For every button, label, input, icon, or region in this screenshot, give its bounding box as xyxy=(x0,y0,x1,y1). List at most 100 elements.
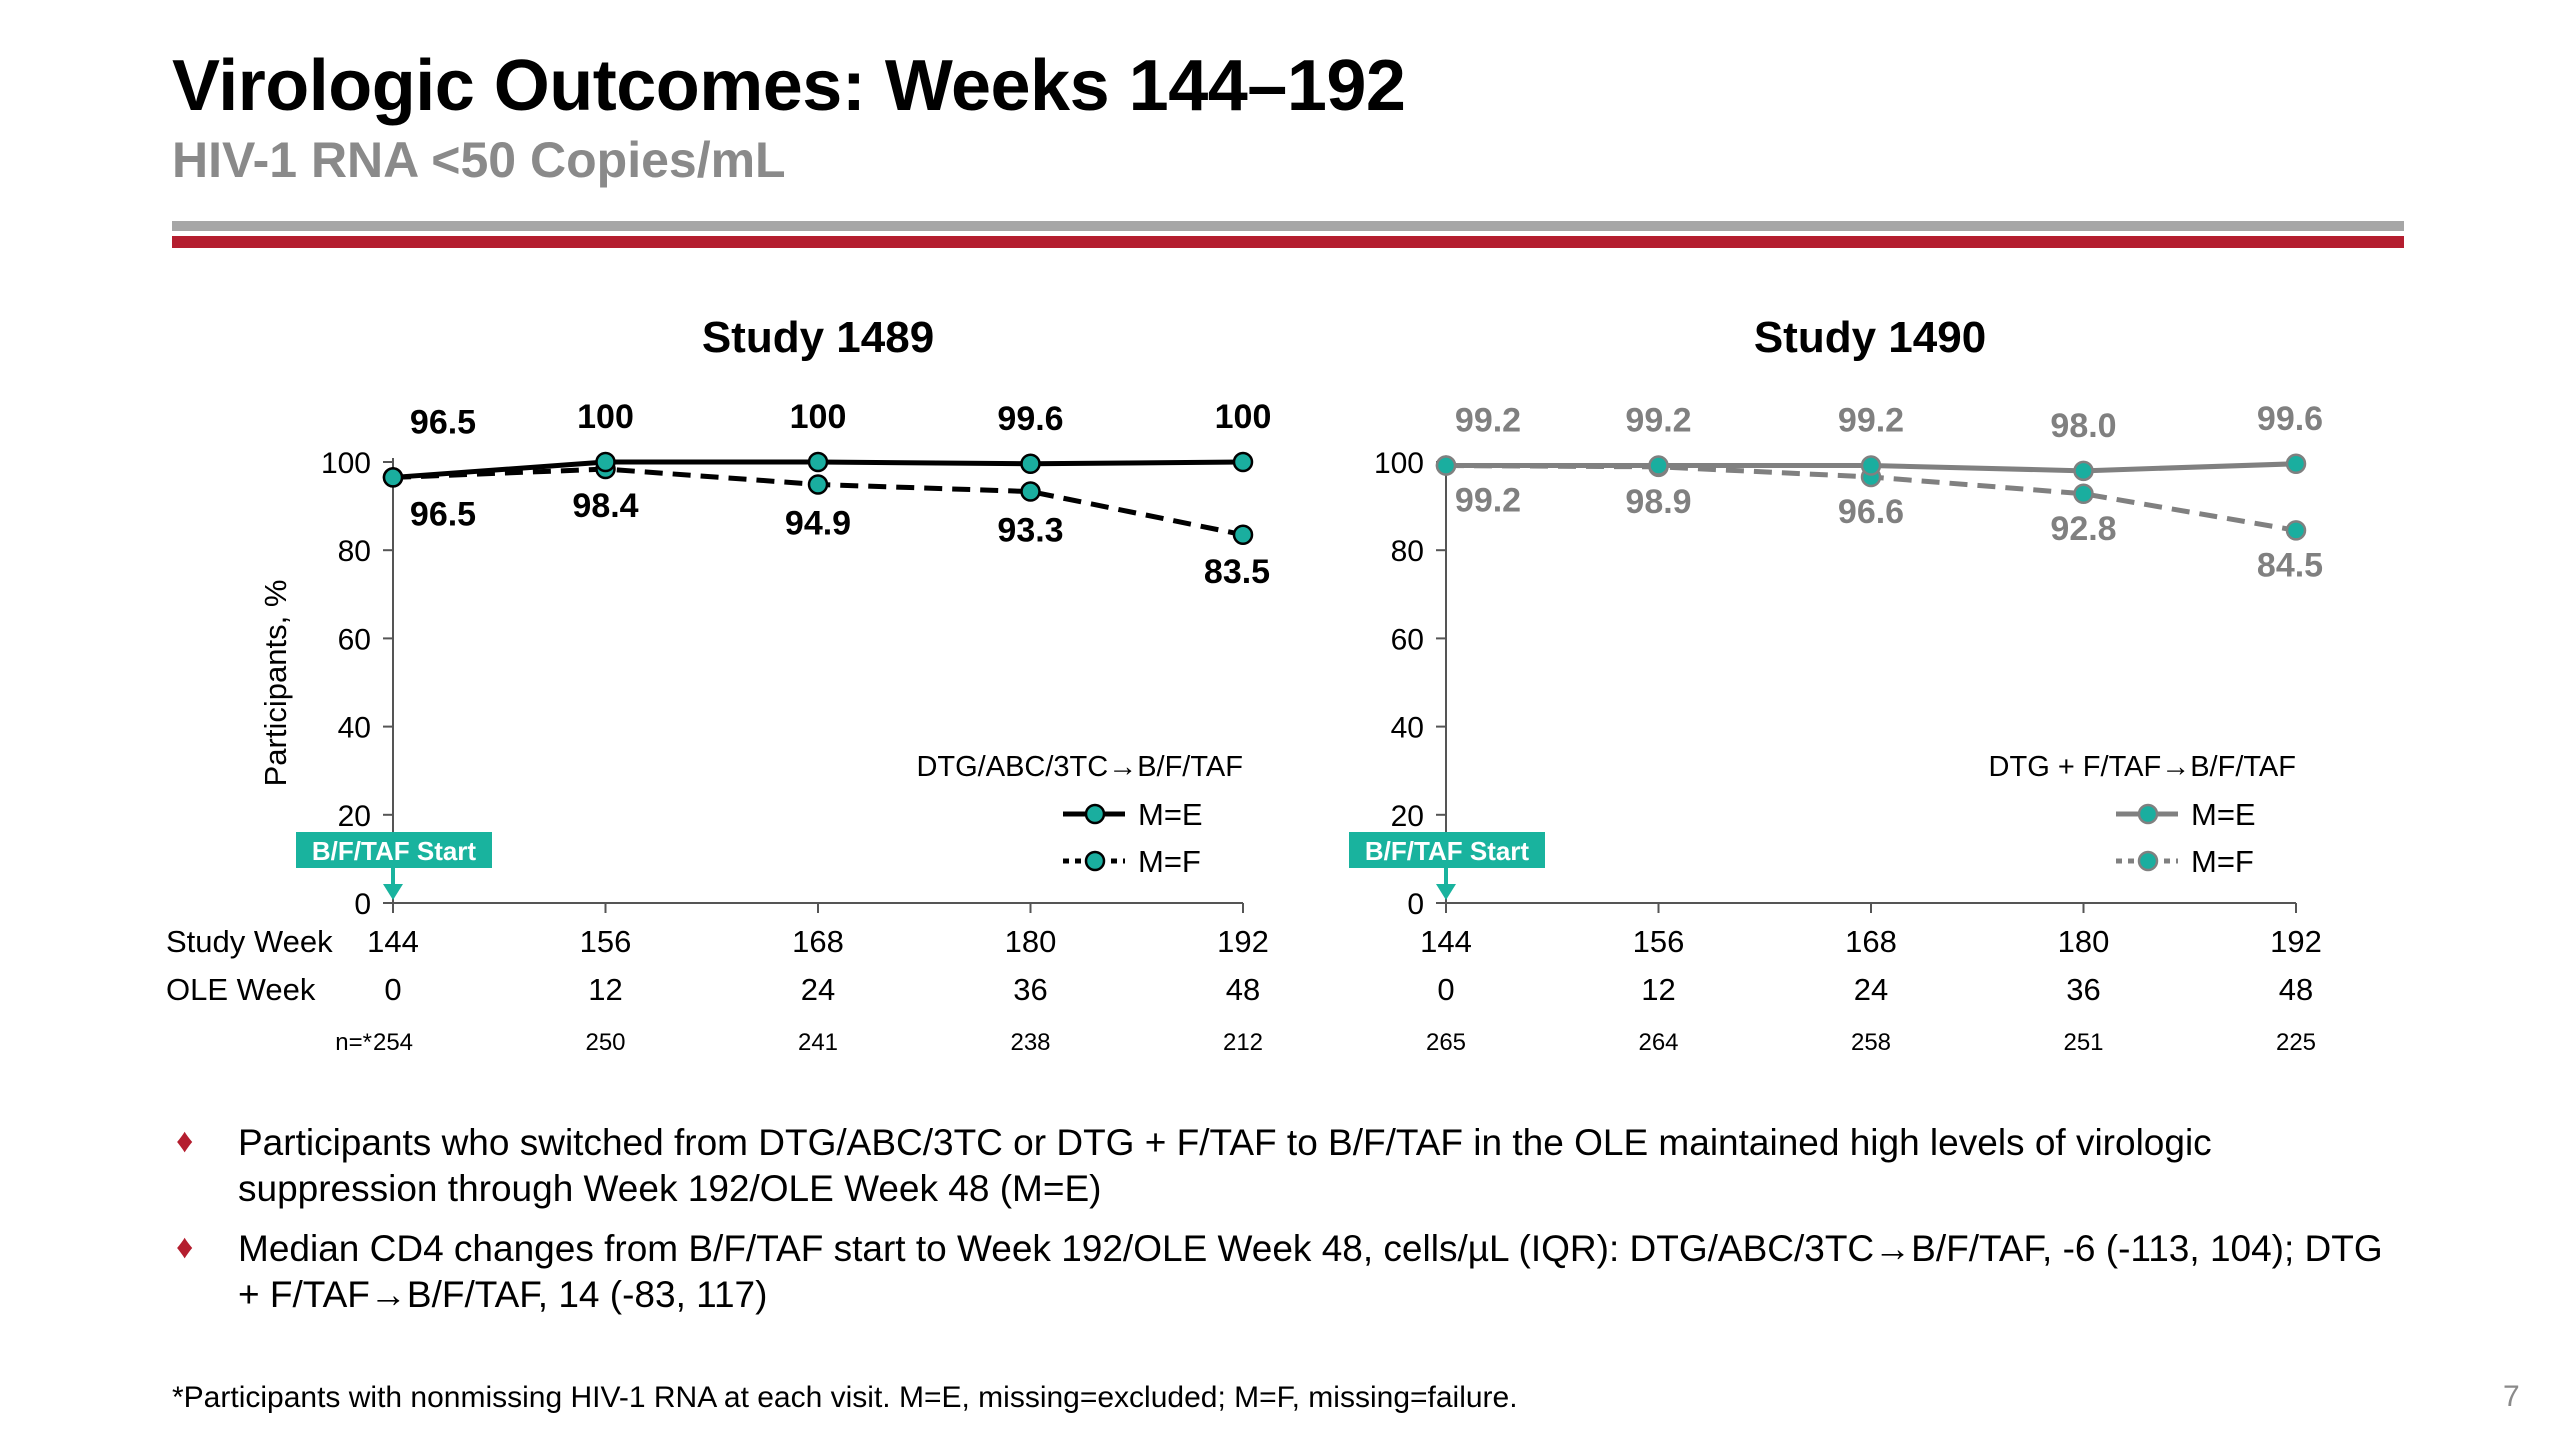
y-tick-label: 20 xyxy=(1391,800,1424,833)
legend-entry: M=F xyxy=(2191,844,2254,879)
n-value-label: 241 xyxy=(798,1029,838,1056)
data-label-m-f: 92.8 xyxy=(2050,510,2116,548)
x-tick-label-ole-week: 12 xyxy=(588,972,622,1007)
data-point-m-f xyxy=(807,474,829,495)
header-rule-red xyxy=(172,236,2404,248)
bftaf-start-label: B/F/TAF Start xyxy=(1365,836,1530,866)
data-label-m-f: 93.3 xyxy=(997,512,1063,550)
page-number: 7 xyxy=(2503,1380,2520,1413)
data-label-m-e: 100 xyxy=(1215,398,1272,436)
data-point-m-f xyxy=(2073,483,2094,505)
data-point-m-e xyxy=(2073,460,2094,482)
x-tick-label-study-week: 156 xyxy=(1633,924,1685,959)
row-label-n: n=* xyxy=(335,1029,372,1056)
data-label-m-f: 96.6 xyxy=(1838,493,1904,531)
bullet-text: Median CD4 changes from B/F/TAF start to… xyxy=(238,1228,2383,1315)
n-value-label: 212 xyxy=(1223,1029,1263,1056)
x-tick-label-study-week: 168 xyxy=(792,924,844,959)
charts-area: Study 1489020406080100144025415612250168… xyxy=(166,313,2323,1056)
x-tick-label-ole-week: 0 xyxy=(384,972,401,1007)
row-label-ole-week: OLE Week xyxy=(166,972,316,1007)
x-tick-label-ole-week: 24 xyxy=(1854,972,1888,1007)
y-tick-label: 80 xyxy=(1391,535,1424,568)
data-point-m-f xyxy=(1232,524,1254,546)
y-tick-label: 60 xyxy=(338,623,371,656)
data-label-m-f: 98.4 xyxy=(572,487,638,525)
x-tick-label-ole-week: 48 xyxy=(1226,972,1260,1007)
y-tick-label: 20 xyxy=(338,800,371,833)
bullet-item: ♦ Median CD4 changes from B/F/TAF start … xyxy=(176,1226,2396,1318)
data-point-m-e xyxy=(1648,455,1669,476)
diamond-bullet-icon: ♦ xyxy=(176,1228,194,1266)
data-label-m-e: 98.0 xyxy=(2050,407,2116,445)
data-point-m-e xyxy=(382,467,404,488)
data-label-m-e: 99.2 xyxy=(1455,402,1521,440)
chart-title: Study 1490 xyxy=(1754,313,1986,362)
y-tick-label: 60 xyxy=(1391,623,1424,656)
bftaf-start-badge xyxy=(296,832,492,868)
data-point-m-e xyxy=(1020,453,1041,475)
y-tick-label: 40 xyxy=(338,712,371,745)
data-point-m-f xyxy=(2285,520,2307,541)
y-tick-label: 100 xyxy=(321,447,371,480)
legend-entry: M=F xyxy=(1138,844,1201,879)
data-label-m-e: 99.2 xyxy=(1838,402,1904,440)
data-label-m-e: 100 xyxy=(790,398,847,436)
x-tick-label-ole-week: 0 xyxy=(1437,972,1454,1007)
legend-entry: M=E xyxy=(1138,797,1203,832)
x-tick-label-ole-week: 36 xyxy=(2066,972,2100,1007)
x-tick-label-study-week: 168 xyxy=(1845,924,1897,959)
n-value-label: 250 xyxy=(585,1029,625,1056)
footnote: *Participants with nonmissing HIV-1 RNA … xyxy=(172,1381,1518,1414)
bftaf-start-arrow-icon xyxy=(1436,884,1456,900)
data-label-m-f: 96.5 xyxy=(410,495,476,533)
legend-swatch-marker xyxy=(1084,803,1106,825)
data-label-m-e: 99.6 xyxy=(997,400,1063,438)
y-axis-label: Participants, % xyxy=(258,580,293,787)
y-tick-label: 0 xyxy=(1407,888,1424,921)
y-tick-label: 0 xyxy=(354,888,371,921)
legend-title: DTG/ABC/3TC→B/F/TAF xyxy=(916,751,1243,783)
legend-swatch-marker xyxy=(1084,850,1106,872)
data-label-m-e: 99.2 xyxy=(1625,402,1691,440)
bftaf-start-badge xyxy=(1349,832,1545,868)
x-tick-label-ole-week: 48 xyxy=(2279,972,2313,1007)
data-point-m-f xyxy=(1020,481,1041,502)
n-value-label: 254 xyxy=(373,1029,413,1056)
x-tick-label-study-week: 156 xyxy=(580,924,632,959)
y-tick-label: 100 xyxy=(1374,447,1424,480)
bftaf-start-arrow-icon xyxy=(383,884,403,900)
slide-subtitle: HIV-1 RNA <50 Copies/mL xyxy=(172,132,786,188)
chart-title: Study 1489 xyxy=(702,313,934,362)
row-label-study-week: Study Week xyxy=(166,924,333,959)
n-value-label: 264 xyxy=(1638,1029,1678,1056)
n-value-label: 238 xyxy=(1010,1029,1050,1056)
data-label-m-e: 99.6 xyxy=(2257,400,2323,438)
bullet-item: ♦ Participants who switched from DTG/ABC… xyxy=(176,1120,2396,1212)
x-tick-label-study-week: 144 xyxy=(367,924,419,959)
data-label-m-e: 100 xyxy=(577,398,634,436)
bftaf-start-label: B/F/TAF Start xyxy=(312,836,477,866)
bullet-list: ♦ Participants who switched from DTG/ABC… xyxy=(176,1120,2396,1332)
y-tick-label: 40 xyxy=(1391,712,1424,745)
n-value-label: 225 xyxy=(2276,1029,2316,1056)
n-value-label: 265 xyxy=(1426,1029,1466,1056)
legend-swatch-marker xyxy=(2137,850,2159,872)
y-tick-label: 80 xyxy=(338,535,371,568)
legend-entry: M=E xyxy=(2191,797,2256,832)
data-point-m-e xyxy=(2285,453,2307,475)
x-tick-label-study-week: 180 xyxy=(1005,924,1057,959)
data-point-m-e xyxy=(1435,455,1457,476)
x-tick-label-study-week: 192 xyxy=(1217,924,1269,959)
data-label-m-f: 84.5 xyxy=(2257,546,2323,584)
diamond-bullet-icon: ♦ xyxy=(176,1122,194,1160)
x-tick-label-ole-week: 24 xyxy=(801,972,835,1007)
data-point-m-e xyxy=(595,451,616,473)
header-rule-gray xyxy=(172,221,2404,231)
x-tick-label-study-week: 144 xyxy=(1420,924,1472,959)
bullet-text: Participants who switched from DTG/ABC/3… xyxy=(238,1122,2212,1209)
legend-swatch-marker xyxy=(2137,803,2159,825)
data-point-m-e xyxy=(1860,455,1882,476)
x-tick-label-study-week: 192 xyxy=(2270,924,2322,959)
n-value-label: 251 xyxy=(2063,1029,2103,1056)
